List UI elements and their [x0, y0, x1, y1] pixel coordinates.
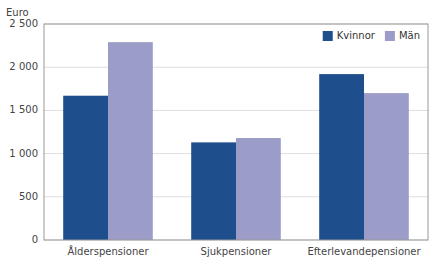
chart: 0 500 1 000 1 500 2 000 2 500 Ålderspensioner S…	[0, 0, 438, 268]
y-tick-label: 500	[19, 191, 38, 202]
y-tick-label: 0	[32, 234, 38, 245]
legend: Kvinnor Män	[319, 28, 424, 44]
x-tick-label: Ålderspensioner	[68, 245, 150, 257]
bar	[63, 96, 108, 240]
y-tick-label: 2 500	[9, 18, 38, 29]
y-tick-label: 1 000	[9, 148, 38, 159]
bar	[319, 74, 364, 240]
grid	[44, 24, 428, 240]
plot-frame	[44, 24, 428, 240]
y-axis-label: Euro	[6, 7, 29, 18]
legend-label: Kvinnor	[337, 30, 376, 41]
bars	[63, 42, 409, 240]
y-tick-labels: 0 500 1 000 1 500 2 000 2 500	[9, 18, 38, 245]
bar	[108, 42, 153, 240]
legend-background	[319, 28, 424, 44]
y-tick-label: 2 000	[9, 61, 38, 72]
legend-label: Män	[399, 30, 420, 41]
legend-swatch	[323, 31, 333, 41]
x-tick-labels: Ålderspensioner Sjukpensioner Efterlevande…	[68, 245, 422, 257]
x-tick-label: Efterlevandepensioner	[307, 246, 421, 257]
legend-swatch	[385, 31, 395, 41]
bar	[236, 138, 281, 240]
grid-line	[44, 67, 428, 68]
y-tick-label: 1 500	[9, 104, 38, 115]
bar	[364, 93, 409, 240]
bar	[191, 142, 236, 240]
chart-container: 0 500 1 000 1 500 2 000 2 500 Ålderspensioner S…	[0, 0, 438, 268]
x-tick-label: Sjukpensioner	[201, 246, 273, 257]
